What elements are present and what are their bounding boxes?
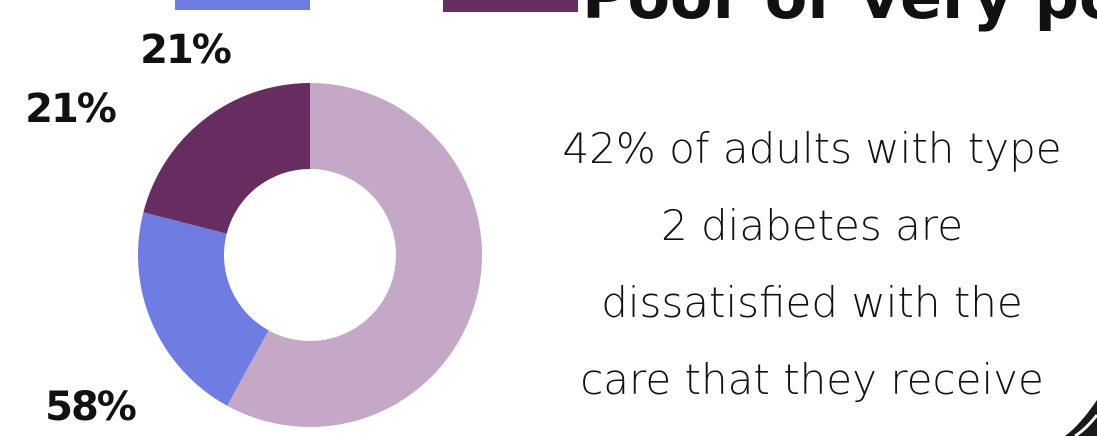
annotation-line: care that they receive xyxy=(580,355,1044,404)
legend-swatch xyxy=(175,0,310,10)
legend-swatch xyxy=(443,0,578,12)
value-label: 21% xyxy=(140,27,231,73)
legend-label: Poor or very poor xyxy=(582,0,1097,33)
corner-decoration xyxy=(1065,400,1097,436)
donut-slice xyxy=(143,83,310,234)
donut-slice xyxy=(227,83,483,427)
annotation-line: dissatisfied with the xyxy=(601,278,1023,327)
donut-slice xyxy=(137,212,269,406)
value-label: 21% xyxy=(25,86,116,132)
annotation-line: 42% of adults with type xyxy=(562,124,1061,173)
corner-decoration-line xyxy=(1074,414,1097,436)
value-label: 58% xyxy=(45,384,136,430)
annotation-line: 2 diabetes are xyxy=(661,201,963,250)
